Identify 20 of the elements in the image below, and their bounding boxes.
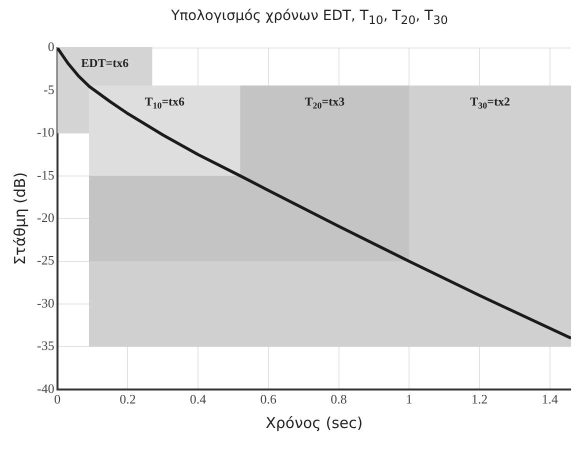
y-tick-label: 0 — [48, 39, 54, 54]
x-tick-label: 0.6 — [260, 391, 278, 406]
x-tick-label: 0.2 — [120, 391, 136, 406]
series-label: EDT=tx6 — [81, 56, 129, 70]
x-tick-label: 0.4 — [190, 391, 207, 406]
y-tick-label: -10 — [36, 124, 54, 140]
y-axis-title: Στάθμη (dB) — [10, 172, 29, 265]
y-tick-label: -20 — [36, 210, 54, 225]
y-tick-label: -40 — [36, 380, 54, 396]
y-tick-label: -5 — [43, 82, 54, 97]
x-axis-title: Χρόνος (sec) — [266, 414, 363, 432]
y-tick-label: -15 — [36, 167, 54, 182]
x-tick-label: 1.4 — [542, 391, 559, 406]
x-tick-label: 1.2 — [471, 391, 488, 406]
y-tick-label: -25 — [36, 252, 54, 268]
y-tick-label: -35 — [36, 338, 54, 353]
x-tick-label: 1 — [406, 391, 412, 406]
y-tick-label: -30 — [36, 295, 54, 310]
x-tick-label: 0.8 — [330, 391, 347, 406]
chart-title: Υπολογισμός χρόνων EDT, T$_{10}$, T$_{20}$, T$_{30}$ — [170, 8, 449, 27]
